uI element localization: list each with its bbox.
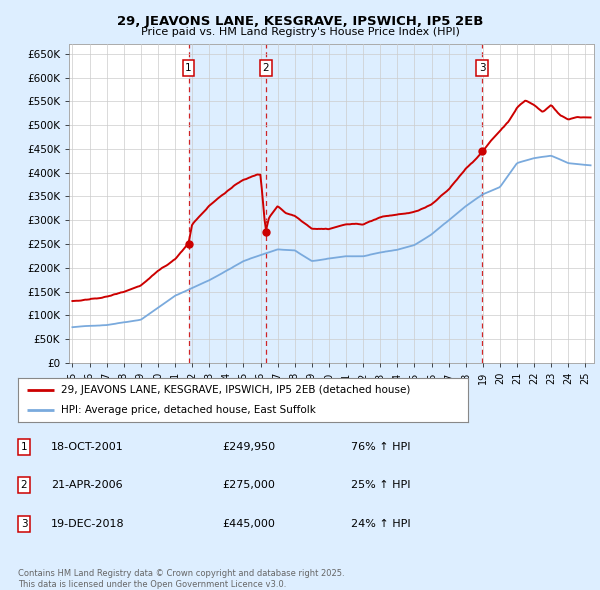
Text: 25% ↑ HPI: 25% ↑ HPI [351,480,410,490]
Text: 1: 1 [185,63,192,73]
Text: 18-OCT-2001: 18-OCT-2001 [51,442,124,452]
Text: Price paid vs. HM Land Registry's House Price Index (HPI): Price paid vs. HM Land Registry's House … [140,27,460,37]
Text: £275,000: £275,000 [222,480,275,490]
Text: 3: 3 [20,519,28,529]
Text: HPI: Average price, detached house, East Suffolk: HPI: Average price, detached house, East… [61,405,316,415]
Text: 76% ↑ HPI: 76% ↑ HPI [351,442,410,452]
Text: Contains HM Land Registry data © Crown copyright and database right 2025.
This d: Contains HM Land Registry data © Crown c… [18,569,344,589]
Text: 29, JEAVONS LANE, KESGRAVE, IPSWICH, IP5 2EB (detached house): 29, JEAVONS LANE, KESGRAVE, IPSWICH, IP5… [61,385,410,395]
Text: 2: 2 [20,480,28,490]
Text: 1: 1 [20,442,28,452]
Bar [266,44,482,363]
Text: £445,000: £445,000 [222,519,275,529]
Text: 24% ↑ HPI: 24% ↑ HPI [351,519,410,529]
Text: 21-APR-2006: 21-APR-2006 [51,480,122,490]
Bar [188,44,266,363]
Text: £249,950: £249,950 [222,442,275,452]
Text: 19-DEC-2018: 19-DEC-2018 [51,519,125,529]
Text: 29, JEAVONS LANE, KESGRAVE, IPSWICH, IP5 2EB: 29, JEAVONS LANE, KESGRAVE, IPSWICH, IP5… [117,15,483,28]
Text: 3: 3 [479,63,485,73]
Text: 2: 2 [262,63,269,73]
